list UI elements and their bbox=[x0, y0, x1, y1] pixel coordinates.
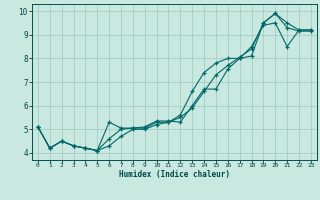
X-axis label: Humidex (Indice chaleur): Humidex (Indice chaleur) bbox=[119, 170, 230, 179]
